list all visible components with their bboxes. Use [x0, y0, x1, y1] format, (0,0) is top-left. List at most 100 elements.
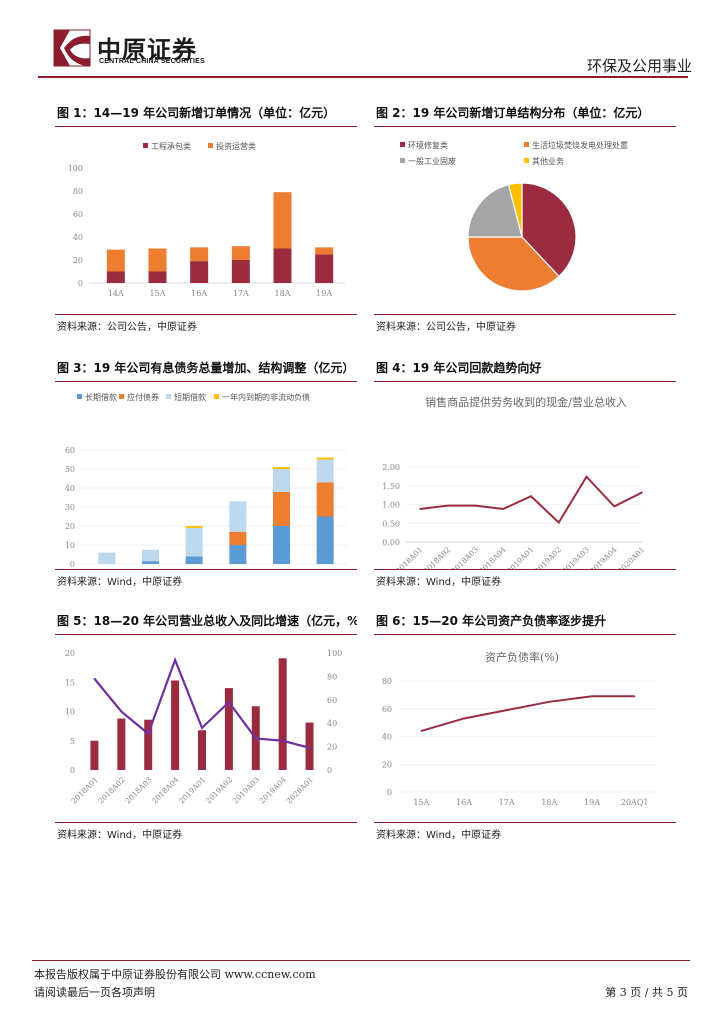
- data-point: [474, 504, 477, 507]
- chart-debt-ratio: 资产负债率(%) 0 20 40 60 80 15A 16A 17A 18A 19A 20AQ1: [382, 650, 656, 807]
- x-tick-label: 2018A03: [123, 775, 154, 806]
- x-tick-label: 2019A04: [588, 545, 619, 569]
- bar-debt-segment: [316, 457, 334, 460]
- x-tick-label: 16A: [191, 289, 207, 298]
- title-divider: [55, 126, 357, 127]
- data-point: [591, 695, 593, 698]
- y-tick-label: 100: [68, 164, 83, 173]
- data-point: [446, 504, 449, 507]
- x-tick-label: 14A: [108, 289, 124, 298]
- bar-investment: [315, 247, 334, 255]
- legend-label: 一年内到期的非流动负债: [222, 392, 310, 402]
- y-tick-label: 0: [387, 788, 392, 797]
- y-tick-label: 1.50: [382, 482, 400, 491]
- bar-investment: [273, 192, 292, 249]
- bar-debt-segment: [229, 531, 247, 545]
- series-line: [419, 475, 643, 525]
- chart-debt-structure: 长期借款应付债券短期借款一年内到期的非流动负债010203040506015A1…: [65, 392, 347, 569]
- legend-swatch: [119, 394, 124, 399]
- y-tick-label: 80: [73, 187, 83, 196]
- y-tick-label: 2.00: [382, 463, 400, 472]
- x-tick-label: 17A: [233, 289, 249, 298]
- x-tick-label: 2019A04: [258, 775, 289, 806]
- y-tick-label: 50: [65, 465, 75, 474]
- footer-divider: [32, 960, 690, 961]
- x-tick-label: 2018A04: [477, 545, 508, 569]
- x-tick-label: 2020A01: [616, 545, 646, 569]
- pie-slice: [467, 183, 523, 238]
- x-tick-label: 2018A01: [69, 775, 99, 805]
- x-tick-label: 17A: [499, 798, 515, 807]
- x-tick-label: 2020A01: [285, 775, 315, 805]
- pie-slice: [507, 182, 523, 238]
- x-tick-label: 20AQ1: [621, 798, 649, 807]
- y-tick-label-left: 5: [70, 737, 75, 746]
- x-tick-label: 19A: [584, 798, 600, 807]
- bar-debt-segment: [185, 556, 203, 564]
- data-point: [254, 737, 257, 740]
- bar-investment: [190, 247, 209, 262]
- page-number: 第 3 页 / 共 5 页: [605, 986, 688, 999]
- data-point: [420, 730, 423, 732]
- bar-revenue: [144, 719, 153, 770]
- data-point: [557, 521, 560, 524]
- figure-source: 资料来源：公司公告，中原证券: [57, 322, 197, 333]
- legend-swatch: [400, 142, 405, 147]
- title-divider: [374, 126, 676, 127]
- data-point: [641, 491, 643, 494]
- data-point: [530, 495, 532, 498]
- figure-title: 图 3：19 年公司有息债务总量增加、结构调整（亿元）: [57, 361, 355, 375]
- panel-fig1: 图 1：14—19 年公司新增订单情况（单位：亿元） 工程承包类 投资运营类 0 20…: [55, 100, 357, 338]
- y-tick-label: 0.00: [382, 538, 400, 547]
- y-tick-label: 0: [70, 560, 75, 569]
- bar-debt-segment: [316, 482, 334, 517]
- data-point: [120, 710, 123, 713]
- figure-title: 图 6：15—20 年公司资产负债率逐步提升: [376, 614, 607, 628]
- y-tick-label: 1.00: [382, 501, 400, 510]
- data-point: [633, 695, 636, 698]
- x-tick-label: 15A: [413, 798, 429, 807]
- source-divider: [55, 314, 357, 315]
- company-logo-icon: [53, 29, 91, 67]
- title-divider: [55, 634, 357, 635]
- legend-label: 短期借款: [174, 392, 206, 402]
- data-point: [463, 717, 465, 720]
- legend-swatch: [524, 142, 529, 147]
- y-tick-label-left: 10: [65, 708, 75, 717]
- pie-slice: [467, 236, 560, 292]
- panel-fig2: 图 2：19 年公司新增订单结构分布（单位：亿元） 环境修复类 生活垃圾焚烧发电处…: [374, 100, 676, 338]
- y-tick-label: 20: [65, 522, 75, 531]
- bar-debt-segment: [229, 501, 247, 532]
- page-header: 中原证券 CENTRAL CHINA SECURITIES 环保及公用事业: [0, 0, 724, 80]
- y-tick-label: 10: [65, 541, 75, 550]
- data-point: [505, 709, 508, 711]
- bar-revenue: [198, 730, 206, 770]
- y-tick-label-right: 0: [327, 766, 332, 775]
- y-tick-label: 40: [73, 233, 83, 242]
- data-point: [228, 701, 230, 703]
- figure-title: 图 4：19 年公司回款趋势向好: [376, 361, 542, 375]
- x-tick-label: 2018A04: [150, 775, 181, 806]
- source-divider: [374, 314, 676, 315]
- y-tick-label-right: 20: [327, 743, 337, 752]
- y-tick-label: 0: [78, 279, 83, 288]
- data-point: [585, 475, 588, 478]
- figure-source: 资料来源：Wind，中原证券: [376, 830, 502, 841]
- y-tick-label: 0.50: [382, 519, 400, 528]
- x-tick-label: 2019A02: [533, 545, 564, 569]
- chart-title: 资产负债率(%): [485, 650, 559, 664]
- legend-label: 生活垃圾焚烧发电处理处置: [532, 140, 628, 150]
- legend-label: 应付债券: [127, 392, 159, 402]
- figure-source: 资料来源：Wind，中原证券: [376, 577, 502, 588]
- bar-debt-segment: [273, 526, 290, 564]
- bar-debt-segment: [229, 545, 247, 564]
- bar-engineering: [273, 248, 292, 283]
- data-point: [613, 505, 616, 508]
- x-tick-label: 2019A01: [177, 775, 207, 805]
- legend-label: 其他业务: [532, 156, 564, 166]
- y-tick-label: 60: [73, 210, 83, 219]
- legend-swatch: [77, 394, 82, 399]
- panel-fig4: 图 4：19 年公司回款趋势向好 销售商品提供劳务收到的现金/营业总收入 0.00…: [374, 355, 676, 593]
- bar-revenue: [305, 722, 314, 770]
